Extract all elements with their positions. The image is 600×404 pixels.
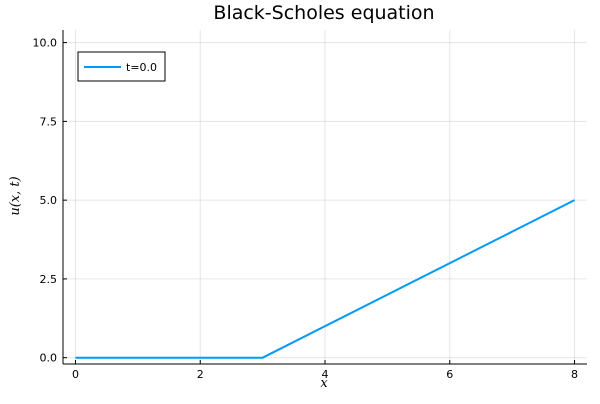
y-tick-label: 7.5 bbox=[40, 115, 58, 128]
x-tick-label: 6 bbox=[446, 368, 453, 381]
x-tick-label: 2 bbox=[197, 368, 204, 381]
x-axis-title: x bbox=[320, 376, 328, 391]
x-tick-label: 8 bbox=[571, 368, 578, 381]
y-tick-label: 10.0 bbox=[33, 37, 58, 50]
series-line bbox=[75, 199, 575, 359]
y-tick-label: 5.0 bbox=[40, 194, 58, 207]
legend: t=0.0 bbox=[77, 51, 166, 82]
tick-labels: 0 2 4 6 8 0.0 2.5 5.0 7.5 10.0 bbox=[33, 37, 579, 381]
legend-series-label: t=0.0 bbox=[126, 61, 157, 74]
x-tick-label: 0 bbox=[72, 368, 79, 381]
y-tick-label: 0.0 bbox=[40, 352, 58, 365]
y-axis-title: u(x, t) bbox=[8, 176, 23, 215]
chart-title: Black-Scholes equation bbox=[213, 2, 434, 24]
x-tick-label: 4 bbox=[322, 368, 329, 381]
axes bbox=[62, 30, 587, 365]
y-tick-label: 2.5 bbox=[40, 273, 58, 286]
series-lines bbox=[75, 199, 575, 359]
